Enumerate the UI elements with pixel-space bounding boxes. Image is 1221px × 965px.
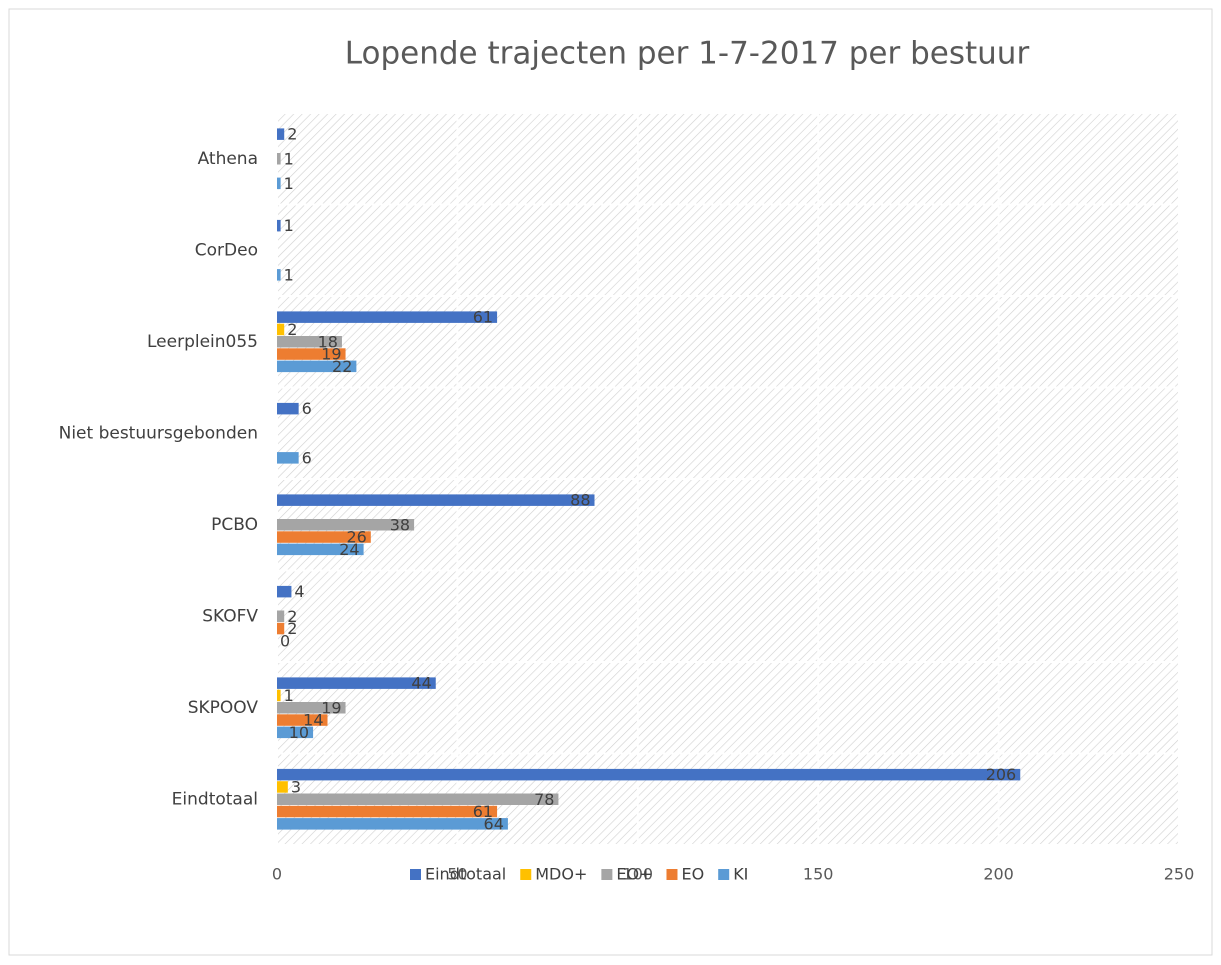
data-label: 1 xyxy=(284,174,294,193)
y-tick-label: Eindtotaal xyxy=(172,789,258,809)
bar xyxy=(277,494,595,506)
data-label: 10 xyxy=(289,723,309,742)
bar xyxy=(277,153,281,165)
bar xyxy=(277,677,436,689)
y-tick-label: PCBO xyxy=(211,515,258,535)
data-label: 6 xyxy=(302,448,312,467)
data-label: 19 xyxy=(321,698,341,717)
bar xyxy=(277,360,357,373)
data-label: 2 xyxy=(287,619,297,638)
bar xyxy=(277,818,508,830)
bar xyxy=(277,768,1021,781)
data-label: 1 xyxy=(284,686,294,705)
data-label: 88 xyxy=(570,491,590,510)
bar xyxy=(277,793,559,805)
chart-title: Lopende trajecten per 1-7-2017 per bestu… xyxy=(345,36,1030,72)
data-label: 61 xyxy=(473,802,493,821)
legend-label: Eindtotaal xyxy=(425,865,506,884)
data-label: 2 xyxy=(287,320,297,339)
data-label: 44 xyxy=(411,674,431,693)
bar xyxy=(277,219,281,232)
y-tick-label: Athena xyxy=(198,149,258,169)
y-tick-label: Niet bestuursgebonden xyxy=(59,423,258,443)
x-tick-label: 150 xyxy=(803,865,834,884)
x-tick-label: 50 xyxy=(447,865,467,884)
x-tick-label: 0 xyxy=(272,865,282,884)
bar xyxy=(277,726,314,739)
data-label: 0 xyxy=(280,631,290,650)
y-tick-label: Leerplein055 xyxy=(147,332,258,352)
data-label: 1 xyxy=(284,149,294,168)
legend-label: EO+ xyxy=(616,865,652,884)
bar xyxy=(277,323,285,336)
data-label: 1 xyxy=(284,265,294,284)
bar xyxy=(277,128,285,140)
legend-label: KI xyxy=(733,865,748,884)
data-label: 78 xyxy=(534,790,554,809)
data-label: 4 xyxy=(294,582,304,601)
legend-swatch xyxy=(718,869,730,880)
bar xyxy=(277,402,299,415)
bar xyxy=(277,622,285,635)
bar xyxy=(277,585,292,598)
legend-swatch xyxy=(410,869,421,880)
bar xyxy=(277,348,346,360)
data-label: 6 xyxy=(302,399,312,418)
bar xyxy=(277,702,346,714)
legend-swatch xyxy=(601,869,613,880)
data-label: 24 xyxy=(339,540,359,559)
bar xyxy=(277,689,281,702)
bar xyxy=(277,452,299,464)
legend-swatch xyxy=(666,869,678,880)
bar xyxy=(277,531,371,543)
legend-label: EO xyxy=(681,865,704,884)
bar xyxy=(277,610,285,622)
bar xyxy=(277,269,281,281)
data-label: 26 xyxy=(346,528,366,547)
data-label: 2 xyxy=(287,125,297,144)
data-label: 22 xyxy=(332,357,352,376)
data-label: 1 xyxy=(284,216,294,235)
bar xyxy=(277,805,498,818)
y-tick-label: SKPOOV xyxy=(188,698,259,718)
data-label: 64 xyxy=(484,814,504,833)
bar xyxy=(277,336,342,348)
bar xyxy=(277,543,364,556)
data-label: 38 xyxy=(390,515,410,534)
bar xyxy=(277,519,415,531)
y-tick-label: CorDeo xyxy=(195,240,258,260)
y-tick-label: SKOFV xyxy=(202,606,258,626)
data-label: 206 xyxy=(986,765,1017,784)
bar xyxy=(277,781,288,793)
data-label: 3 xyxy=(291,777,301,796)
legend-label: MDO+ xyxy=(535,865,587,884)
bar xyxy=(277,311,498,323)
x-tick-label: 250 xyxy=(1164,865,1195,884)
x-tick-label: 100 xyxy=(623,865,654,884)
bar xyxy=(277,177,281,190)
x-tick-label: 200 xyxy=(983,865,1014,884)
data-label: 61 xyxy=(473,308,493,327)
data-label: 19 xyxy=(321,345,341,364)
data-label: 18 xyxy=(318,332,338,351)
bar xyxy=(277,714,328,726)
legend-swatch xyxy=(520,869,532,880)
data-label: 2 xyxy=(287,607,297,626)
data-label: 14 xyxy=(303,711,323,730)
